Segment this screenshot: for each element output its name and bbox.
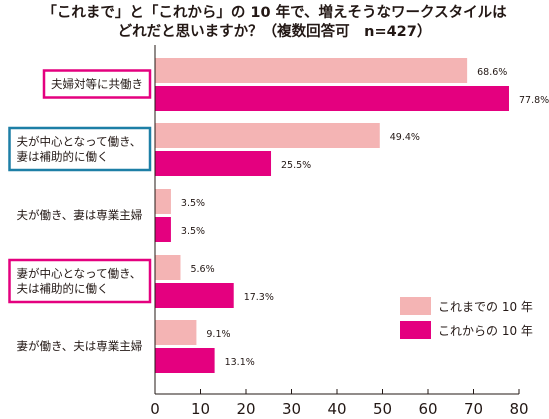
value-label-s1-c3: 17.3% [244, 292, 274, 303]
value-label-s1-c2: 3.5% [181, 226, 205, 237]
category-highlight-box-1 [8, 126, 152, 172]
bar-s1-c1 [155, 151, 272, 176]
value-label-s1-c1: 25.5% [281, 160, 311, 171]
category-label-1-line-1: 妻は補助的に働く [17, 150, 109, 164]
bar-s0-c4 [155, 320, 197, 345]
value-label-s1-c4: 13.1% [225, 357, 255, 368]
bar-s0-c3 [155, 255, 181, 280]
category-label-4-line-0: 妻が働き、夫は専業主婦 [17, 339, 143, 353]
value-label-s1-c0: 77.8% [519, 95, 549, 106]
bar-s1-c2 [155, 217, 171, 242]
legend-swatch-0 [400, 297, 431, 315]
x-tick-label-7: 70 [464, 400, 483, 418]
x-tick-label-8: 80 [509, 400, 528, 418]
value-labels: 68.6% 77.8% 49.4% 25.5% 3.5% 3.5% 5.6% 17.3% 9.1… [181, 67, 549, 368]
x-tick-label-5: 50 [373, 400, 392, 418]
legend-label-0: これまでの 10 年 [438, 300, 533, 314]
bar-s1-c0 [155, 86, 509, 111]
chart-title-line-2: どれだと思いますか？（複数回答可 n=427） [117, 24, 432, 40]
value-label-s0-c2: 3.5% [181, 198, 205, 209]
category-labels: 夫婦対等に共働き夫が中心となって働き、妻は補助的に働く夫が働き、妻は専業主婦妻が… [8, 69, 152, 353]
bar-s1-c3 [155, 283, 234, 308]
category-label-3-line-1: 夫は補助的に働く [17, 282, 109, 296]
x-tick-label-0: 0 [150, 400, 160, 418]
legend-label-1: これからの 10 年 [438, 324, 533, 338]
chart-title-line-1: 「これまで」と「これから」の 10 年で、増えそうなワークスタイルは [42, 5, 507, 21]
x-tick-label-2: 20 [236, 400, 255, 418]
bar-s1-c4 [155, 348, 215, 373]
value-label-s0-c4: 9.1% [206, 329, 230, 340]
x-tick-label-4: 40 [327, 400, 346, 418]
x-tick-label-6: 60 [418, 400, 437, 418]
category-label-2-line-0: 夫が働き、妻は専業主婦 [17, 208, 143, 222]
category-label-1-line-0: 夫が中心となって働き、 [17, 135, 142, 149]
category-label-3-line-0: 妻が中心となって働き、 [17, 267, 142, 281]
value-label-s0-c0: 68.6% [477, 67, 507, 78]
bar-s0-c1 [155, 123, 380, 148]
value-label-s0-c1: 49.4% [390, 132, 420, 143]
legend-swatch-1 [400, 321, 431, 339]
bar-s0-c2 [155, 189, 171, 214]
chart-title: 「これまで」と「これから」の 10 年で、増えそうなワークスタイルは どれだと思… [0, 4, 549, 42]
category-highlight-box-0 [42, 69, 152, 99]
x-axis: 0 10 20 30 40 50 60 70 80 [150, 45, 529, 418]
value-label-s0-c3: 5.6% [190, 264, 214, 275]
x-tick-label-1: 10 [191, 400, 210, 418]
bars [155, 58, 509, 373]
category-highlight-box-3 [8, 258, 152, 304]
x-tick-label-3: 30 [282, 400, 301, 418]
category-label-0-line-0: 夫婦対等に共働き [51, 77, 143, 91]
bar-s0-c0 [155, 58, 468, 83]
